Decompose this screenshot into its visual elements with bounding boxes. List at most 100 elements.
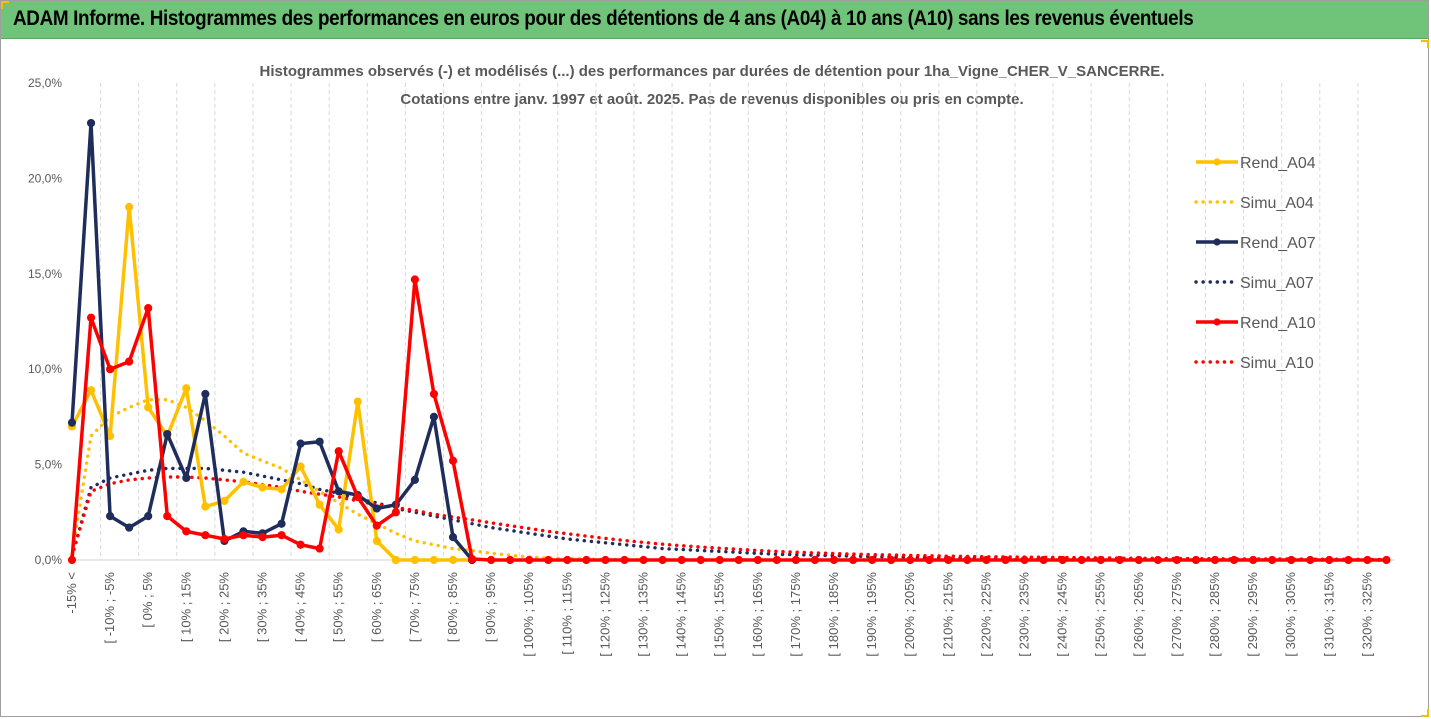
x-tick-label: [ 70% ; 75%	[407, 572, 422, 643]
data-point-rend-a10	[715, 555, 724, 565]
data-point-rend-a07	[296, 439, 305, 448]
data-point-rend-a10	[220, 534, 229, 544]
data-point-rend-a10	[1382, 555, 1391, 565]
data-point-rend-a10	[848, 555, 858, 565]
data-point-rend-a04	[144, 403, 153, 412]
legend-label-simu-a04: Simu_A04	[1240, 195, 1314, 212]
selection-handle-top-right[interactable]	[1421, 40, 1429, 48]
data-point-rend-a10	[1039, 555, 1048, 565]
data-point-rend-a10	[639, 555, 648, 565]
series-line-rend-a04	[70, 205, 473, 562]
legend-marker-rend-a04	[1213, 158, 1221, 166]
data-point-rend-a10	[753, 555, 762, 565]
data-point-rend-a07	[144, 512, 153, 521]
data-point-rend-a10	[125, 357, 134, 366]
data-point-rend-a10	[1096, 555, 1105, 565]
x-tick-label: [ 310% ; 315%	[1321, 572, 1336, 657]
x-tick-label: [ 110% ; 115%	[559, 572, 574, 655]
data-point-rend-a04	[277, 485, 286, 494]
data-point-rend-a10	[1115, 555, 1124, 565]
data-point-rend-a10	[67, 555, 77, 565]
data-point-rend-a10	[810, 555, 820, 565]
legend-label-rend-a07: Rend_A07	[1240, 235, 1316, 252]
data-point-rend-a10	[1306, 555, 1315, 565]
chart-title-line1: Histogrammes observés (-) et modélisés (…	[260, 63, 1165, 80]
x-tick-label: [ 280% ; 285%	[1207, 572, 1222, 657]
x-tick-label: [ 10% ; 15%	[178, 572, 193, 643]
data-point-rend-a10	[829, 555, 839, 565]
selection-handle-top-left[interactable]	[1, 1, 9, 9]
data-point-rend-a10	[1249, 555, 1258, 565]
report-title: ADAM Informe. Histogrammes des performan…	[13, 7, 1194, 30]
data-point-rend-a07	[410, 475, 419, 484]
y-tick-label: 10,0%	[28, 362, 62, 376]
legend-marker-rend-a10	[1213, 318, 1221, 326]
x-tick-label: [ 220% ; 225%	[978, 572, 993, 657]
x-tick-label: [ 30% ; 35%	[255, 572, 270, 643]
data-point-rend-a04	[353, 397, 362, 406]
data-point-rend-a10	[506, 555, 515, 565]
x-tick-label: [ 50% ; 55%	[331, 572, 346, 643]
gridlines	[100, 83, 1359, 560]
data-point-rend-a10	[1344, 555, 1353, 565]
data-point-rend-a10	[296, 540, 305, 549]
data-point-rend-a10	[163, 512, 172, 521]
data-point-rend-a10	[467, 554, 477, 564]
x-tick-label: [ 140% ; 145%	[674, 572, 689, 657]
data-point-rend-a10	[944, 555, 953, 565]
x-tick-label: [ 0% ; 5%	[140, 572, 155, 628]
selection-handle-bottom-right[interactable]	[1421, 709, 1429, 717]
data-point-rend-a10	[144, 304, 153, 313]
data-point-rend-a07	[201, 389, 210, 399]
data-point-rend-a10	[1210, 555, 1220, 565]
data-point-rend-a10	[925, 555, 934, 565]
data-point-rend-a10	[106, 365, 115, 374]
data-point-rend-a10	[448, 456, 458, 465]
data-point-rend-a10	[201, 531, 210, 540]
data-point-rend-a10	[1020, 555, 1029, 565]
data-point-rend-a04	[182, 384, 191, 393]
x-tick-label: [ 190% ; 195%	[864, 572, 879, 657]
data-point-rend-a07	[277, 519, 286, 528]
data-point-rend-a07	[106, 512, 115, 521]
legend-marker-rend-a07	[1213, 238, 1221, 246]
data-point-rend-a04	[86, 386, 96, 395]
data-point-rend-a04	[448, 555, 458, 565]
data-point-rend-a10	[1287, 555, 1296, 565]
data-point-rend-a10	[1153, 555, 1162, 565]
x-tick-label: [ 240% ; 245%	[1055, 572, 1070, 657]
data-point-rend-a10	[391, 508, 400, 517]
data-point-rend-a10	[315, 544, 324, 553]
x-tick-label: [ 200% ; 205%	[902, 572, 917, 657]
data-point-rend-a07	[67, 418, 77, 427]
data-point-rend-a10	[1001, 555, 1010, 565]
x-tick-label: [ 170% ; 175%	[788, 572, 803, 657]
data-point-rend-a04	[125, 202, 134, 212]
y-tick-label: 5,0%	[35, 458, 63, 472]
data-point-rend-a04	[429, 555, 439, 565]
y-tick-label: 25,0%	[28, 76, 62, 90]
data-point-rend-a10	[277, 531, 286, 540]
data-point-rend-a10	[487, 555, 496, 565]
data-point-rend-a10	[696, 555, 705, 565]
series-line-simu-a04	[70, 398, 646, 562]
x-tick-label: [ 290% ; 295%	[1245, 572, 1260, 657]
data-point-rend-a04	[391, 555, 400, 565]
x-tick-label: [ 150% ; 155%	[712, 572, 727, 657]
series-line-rend-a10	[70, 277, 1387, 562]
x-tick-label: [ 300% ; 305%	[1283, 572, 1298, 657]
chart-title-line2: Cotations entre janv. 1997 et août. 2025…	[400, 91, 1023, 108]
data-point-rend-a10	[1325, 555, 1334, 565]
data-point-rend-a04	[258, 483, 267, 492]
x-tick-label: [ 120% ; 125%	[597, 572, 612, 657]
data-point-rend-a10	[239, 531, 248, 540]
data-point-rend-a10	[525, 555, 534, 565]
x-tick-label: [ -10% ; -5%	[102, 572, 117, 644]
data-point-rend-a10	[582, 555, 591, 565]
series-line-rend-a07	[70, 121, 474, 562]
legend: Rend_A04 Simu_A04 Rend_A07 Simu_A07 Rend_A10…	[1194, 155, 1316, 372]
data-point-rend-a10	[429, 389, 439, 399]
data-point-rend-a10	[1172, 555, 1182, 565]
data-point-rend-a04	[334, 525, 343, 534]
